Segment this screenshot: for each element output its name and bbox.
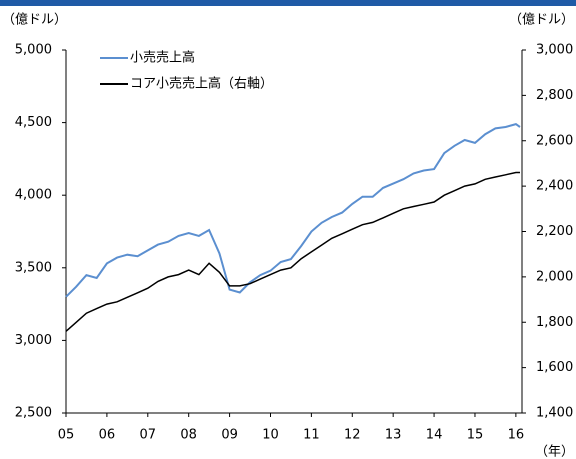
x-tick-label: 14 [426, 428, 443, 443]
y2-tick-label: 1,800 [536, 315, 573, 330]
y-tick-label: 3,500 [15, 260, 52, 275]
line-series [65, 171, 520, 332]
y2-tick-label: 2,200 [536, 224, 573, 239]
top-bar [0, 0, 576, 6]
y2-tick-label: 2,600 [536, 133, 573, 148]
x-tick-label: 15 [467, 428, 484, 443]
y-tick-label: 2,500 [15, 406, 52, 421]
y2-tick-label: 2,800 [536, 88, 573, 103]
y-tick-label: 4,500 [15, 115, 52, 130]
x-tick-label: 09 [221, 428, 238, 443]
x-tick-label: 07 [140, 428, 157, 443]
x-tick-label: 08 [180, 428, 197, 443]
y2-tick-label: 1,600 [536, 360, 573, 375]
y-axis-label: （億ドル） [2, 12, 67, 28]
y2-tick-label: 3,000 [536, 43, 573, 58]
x-axis-label: （年） [535, 445, 574, 459]
y2-axis-label: （億ドル） [509, 12, 574, 28]
y2-tick-label: 2,000 [536, 269, 573, 284]
x-tick-label: 13 [385, 428, 402, 443]
y-tick-label: 5,000 [15, 43, 52, 58]
y2-tick-label: 1,400 [536, 406, 573, 421]
x-tick-label: 16 [508, 428, 525, 443]
x-tick-label: 10 [262, 428, 279, 443]
line-series [65, 123, 521, 298]
y-tick-label: 4,000 [15, 188, 52, 203]
y2-tick-label: 2,400 [536, 179, 573, 194]
x-tick-label: 11 [303, 428, 320, 443]
x-tick-label: 12 [344, 428, 361, 443]
y-tick-label: 3,000 [15, 333, 52, 348]
x-tick-label: 06 [99, 428, 116, 443]
x-tick-label: 05 [58, 428, 75, 443]
legend-label: 小売売上高 [130, 50, 195, 66]
legend-label: コア小売売上高（右軸） [130, 76, 273, 92]
